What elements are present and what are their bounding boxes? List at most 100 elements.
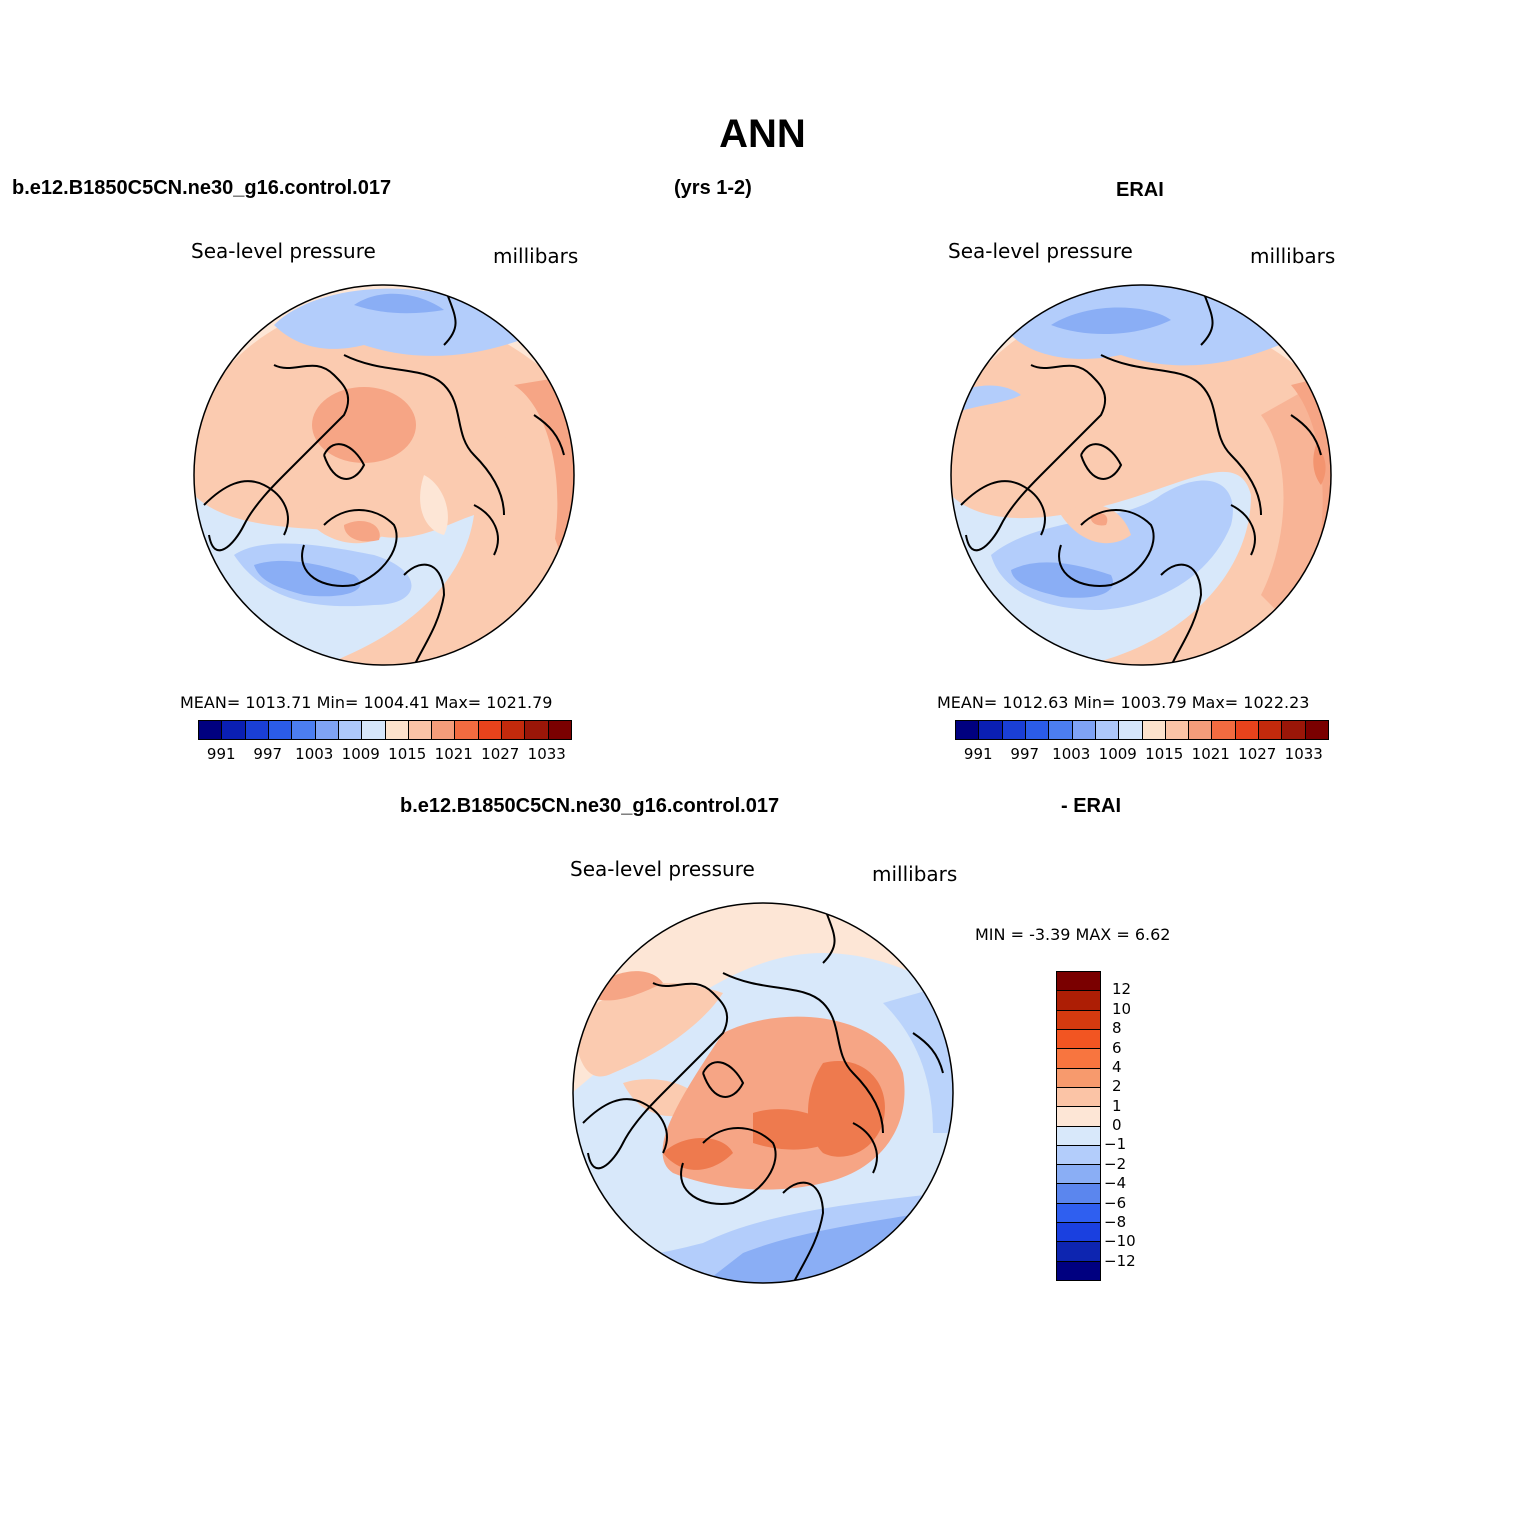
model-colorbar-tick-label: 1015 [388, 745, 427, 763]
model-colorbar-swatch [432, 721, 456, 739]
obs-colorbar [955, 720, 1329, 740]
obs-colorbar-swatch [1235, 721, 1260, 739]
diff-colorbar-swatch [1057, 1242, 1100, 1262]
model-colorbar [198, 720, 572, 740]
model-colorbar-labels: 991 997 1003 1009 1015 1021 1027 1033 [198, 745, 570, 765]
model-case-name: b.e12.B1850C5CN.ne30_g16.control.017 [12, 177, 392, 199]
model-polar-map [193, 284, 575, 666]
diff-stats: MIN = -3.39 MAX = 6.62 [975, 925, 1171, 944]
obs-colorbar-swatch [1282, 721, 1306, 739]
diff-colorbar-tick-label: 6 [1112, 1038, 1122, 1057]
model-colorbar-swatch [199, 721, 223, 739]
obs-colorbar-swatch [1189, 721, 1213, 739]
diff-colorbar [1056, 971, 1101, 1281]
model-units-label: millibars [493, 244, 579, 268]
obs-colorbar-labels: 991 997 1003 1009 1015 1021 1027 1033 [955, 745, 1327, 765]
obs-colorbar-swatch [1212, 721, 1236, 739]
diff-colorbar-swatch [1057, 1223, 1100, 1243]
obs-colorbar-swatch [1305, 721, 1328, 739]
diff-obs-name: - ERAI [1061, 795, 1121, 817]
obs-colorbar-tick-label: 1027 [1238, 745, 1277, 763]
obs-colorbar-tick-label: 1021 [1191, 745, 1230, 763]
model-colorbar-swatch [455, 721, 479, 739]
obs-units-label: millibars [1250, 244, 1336, 268]
diff-colorbar-swatch [1057, 972, 1100, 992]
diff-colorbar-tick-label: −4 [1104, 1174, 1127, 1193]
obs-colorbar-swatch [1072, 721, 1096, 739]
model-colorbar-swatch [525, 721, 549, 739]
obs-colorbar-tick-label: 997 [1010, 745, 1040, 763]
obs-colorbar-swatch [1095, 721, 1120, 739]
diff-colorbar-swatch [1057, 1029, 1100, 1050]
diff-colorbar-swatch [1057, 1049, 1100, 1069]
obs-colorbar-swatch [1165, 721, 1190, 739]
model-colorbar-swatch [408, 721, 433, 739]
diff-colorbar-tick-label: 1 [1112, 1096, 1122, 1115]
diff-colorbar-swatch [1057, 1010, 1100, 1030]
obs-colorbar-tick-label: 1009 [1098, 745, 1137, 763]
diff-colorbar-tick-label: 0 [1112, 1116, 1122, 1134]
model-colorbar-swatch [292, 721, 316, 739]
diff-colorbar-tick-label: 10 [1112, 999, 1132, 1018]
diff-colorbar-tick-label: −12 [1104, 1251, 1136, 1270]
obs-colorbar-tick-label: 991 [963, 745, 993, 763]
obs-colorbar-swatch [956, 721, 980, 739]
obs-colorbar-tick-label: 1003 [1052, 745, 1091, 763]
model-colorbar-tick-label: 1033 [527, 745, 566, 763]
diff-colorbar-tick-label: −8 [1104, 1212, 1127, 1231]
diff-colorbar-tick-label: 4 [1112, 1057, 1122, 1076]
model-colorbar-tick-label: 1009 [341, 745, 380, 763]
diff-colorbar-tick-label: 2 [1112, 1077, 1122, 1096]
diff-colorbar-swatch [1057, 1145, 1100, 1166]
diff-case-name: b.e12.B1850C5CN.ne30_g16.control.017 [400, 795, 780, 817]
obs-colorbar-swatch [979, 721, 1003, 739]
diff-colorbar-swatch [1057, 1068, 1100, 1088]
diff-colorbar-tick-label: −6 [1104, 1193, 1127, 1212]
diff-colorbar-tick-label: −1 [1104, 1135, 1127, 1154]
model-colorbar-tick-label: 1027 [481, 745, 520, 763]
diff-colorbar-labels: 12 10 8 6 4 2 1 0 −1 −2 −4 −6 −8 −10 −12 [1104, 971, 1172, 1279]
model-colorbar-tick-label: 1021 [434, 745, 473, 763]
model-colorbar-swatch [502, 721, 526, 739]
obs-colorbar-tick-label: 1033 [1284, 745, 1323, 763]
diff-variable-label: Sea-level pressure [570, 857, 755, 881]
diff-colorbar-tick-label: −10 [1104, 1232, 1136, 1251]
obs-name: ERAI [1116, 179, 1164, 201]
model-colorbar-swatch [315, 721, 339, 739]
model-colorbar-swatch [338, 721, 363, 739]
model-colorbar-swatch [385, 721, 409, 739]
model-variable-label: Sea-level pressure [191, 239, 376, 263]
obs-colorbar-tick-label: 1015 [1145, 745, 1184, 763]
model-colorbar-tick-label: 997 [253, 745, 283, 763]
model-colorbar-swatch [222, 721, 246, 739]
diff-colorbar-swatch [1057, 1203, 1100, 1224]
obs-colorbar-swatch [1142, 721, 1166, 739]
model-colorbar-tick-label: 991 [206, 745, 236, 763]
model-colorbar-swatch [245, 721, 269, 739]
obs-colorbar-swatch [1119, 721, 1143, 739]
diff-colorbar-swatch [1057, 991, 1100, 1011]
obs-variable-label: Sea-level pressure [948, 239, 1133, 263]
diff-colorbar-swatch [1057, 1261, 1100, 1280]
model-colorbar-swatch [478, 721, 503, 739]
obs-stats: MEAN= 1012.63 Min= 1003.79 Max= 1022.23 [937, 693, 1310, 712]
diff-colorbar-tick-label: −2 [1104, 1154, 1127, 1173]
figure-title: ANN [719, 112, 806, 156]
diff-colorbar-swatch [1057, 1087, 1100, 1108]
diff-colorbar-swatch [1057, 1184, 1100, 1204]
obs-colorbar-swatch [1259, 721, 1283, 739]
obs-colorbar-swatch [1025, 721, 1050, 739]
model-colorbar-swatch [268, 721, 293, 739]
obs-polar-map [950, 284, 1332, 666]
obs-colorbar-swatch [1002, 721, 1026, 739]
diff-colorbar-tick-label: 8 [1112, 1019, 1122, 1038]
diff-colorbar-swatch [1057, 1107, 1100, 1127]
diff-colorbar-swatch [1057, 1126, 1100, 1146]
diff-units-label: millibars [872, 862, 958, 886]
model-colorbar-tick-label: 1003 [295, 745, 334, 763]
model-colorbar-swatch [362, 721, 386, 739]
diff-colorbar-tick-label: 12 [1112, 980, 1132, 999]
years-label: (yrs 1-2) [674, 177, 752, 199]
diff-polar-map [572, 902, 954, 1284]
model-colorbar-swatch [548, 721, 571, 739]
